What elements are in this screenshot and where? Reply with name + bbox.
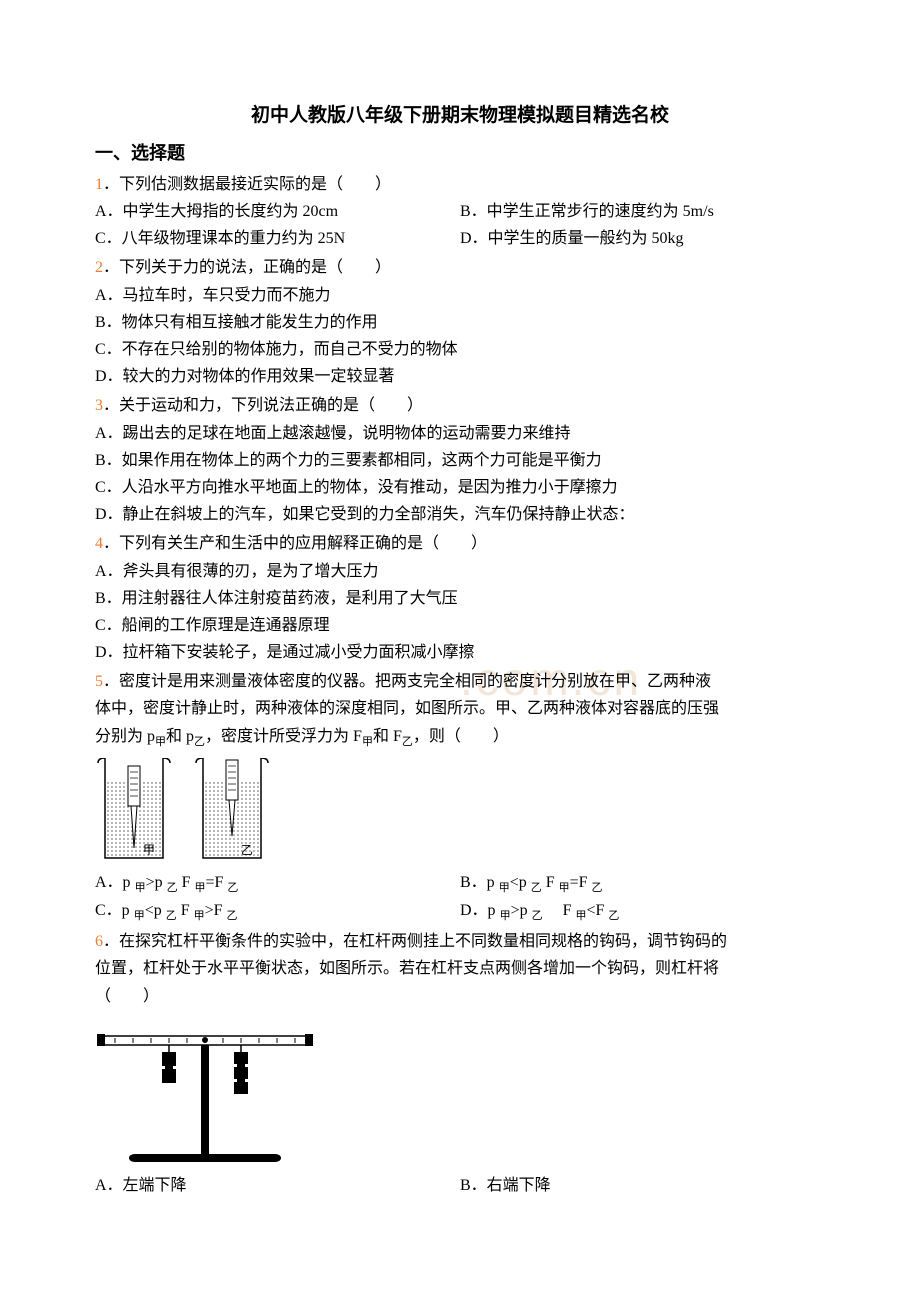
option-b: B．如果作用在物体上的两个力的三要素都相同，这两个力可能是平衡力 xyxy=(95,447,825,474)
question-stem: 6．在探究杠杆平衡条件的实验中，在杠杆两侧挂上不同数量相同规格的钩码，调节钩码的 xyxy=(95,928,825,955)
stem-text: 分别为 p甲和 p乙，密度计所受浮力为 F甲和 F乙，则（ ） xyxy=(95,723,825,752)
question-number: 4 xyxy=(95,535,103,552)
option-d: D．中学生的质量一般约为 50kg xyxy=(460,225,825,252)
question-number: 6 xyxy=(95,933,103,950)
question-number: 5 xyxy=(95,673,103,690)
question-stem: 2．下列关于力的说法，正确的是（ ） xyxy=(95,254,825,281)
question-3: 3．关于运动和力，下列说法正确的是（ ） A．踢出去的足球在地面上越滚越慢，说明… xyxy=(95,392,825,528)
option-b: B．物体只有相互接触才能发生力的作用 xyxy=(95,309,825,336)
lever-balance-icon xyxy=(95,1016,315,1166)
option-b: B．p 甲<p 乙 F 甲=F 乙 xyxy=(460,869,825,898)
option-c: C．人沿水平方向推水平地面上的物体，没有推动，是因为推力小于摩擦力 xyxy=(95,474,825,501)
stem-text: ．密度计是用来测量液体密度的仪器。把两支完全相同的密度计分别放在甲、乙两种液 xyxy=(103,673,711,690)
question-stem: 4．下列有关生产和生活中的应用解释正确的是（ ） xyxy=(95,530,825,557)
question-stem: 1．下列估测数据最接近实际的是（ ） xyxy=(95,171,825,198)
page-content: 初中人教版八年级下册期末物理模拟题目精选名校 一、选择题 1．下列估测数据最接近… xyxy=(95,100,825,1199)
beaker-jia-icon: 甲 xyxy=(95,758,173,863)
question-number: 3 xyxy=(95,397,103,414)
option-c: C．不存在只给别的物体施力，而自己不受力的物体 xyxy=(95,336,825,363)
label-jia: 甲 xyxy=(143,843,155,857)
question-1: 1．下列估测数据最接近实际的是（ ） A．中学生大拇指的长度约为 20cm B．… xyxy=(95,171,825,253)
stem-text: ．关于运动和力，下列说法正确的是（ ） xyxy=(103,397,423,414)
option-d: D．静止在斜坡上的汽车，如果它受到的力全部消失，汽车仍保持静止状态： xyxy=(95,501,825,528)
question-5: 5．密度计是用来测量液体密度的仪器。把两支完全相同的密度计分别放在甲、乙两种液 … xyxy=(95,668,825,926)
section-heading: 一、选择题 xyxy=(95,138,825,169)
option-d: D．p 甲>p 乙 F 甲<F 乙 xyxy=(460,897,825,926)
question-number: 1 xyxy=(95,176,103,193)
stem-text: ．下列有关生产和生活中的应用解释正确的是（ ） xyxy=(103,535,487,552)
stem-text: 体中，密度计静止时，两种液体的深度相同，如图所示。甲、乙两种液体对容器底的压强 xyxy=(95,695,825,722)
option-b: B．中学生正常步行的速度约为 5m/s xyxy=(460,198,825,225)
option-a: A．斧头具有很薄的刃，是为了增大压力 xyxy=(95,558,825,585)
option-a: A．p 甲>p 乙 F 甲=F 乙 xyxy=(95,869,460,898)
option-a: A．马拉车时，车只受力而不施力 xyxy=(95,282,825,309)
option-a: A．左端下降 xyxy=(95,1172,460,1199)
q6-figure xyxy=(95,1016,825,1166)
question-number: 2 xyxy=(95,259,103,276)
question-stem: 5．密度计是用来测量液体密度的仪器。把两支完全相同的密度计分别放在甲、乙两种液 xyxy=(95,668,825,695)
page-title: 初中人教版八年级下册期末物理模拟题目精选名校 xyxy=(95,100,825,132)
option-d: D．较大的力对物体的作用效果一定较显著 xyxy=(95,363,825,390)
option-a: A．踢出去的足球在地面上越滚越慢，说明物体的运动需要力来维持 xyxy=(95,420,825,447)
question-6: 6．在探究杠杆平衡条件的实验中，在杠杆两侧挂上不同数量相同规格的钩码，调节钩码的… xyxy=(95,928,825,1199)
question-stem: 3．关于运动和力，下列说法正确的是（ ） xyxy=(95,392,825,419)
stem-text: ．下列关于力的说法，正确的是（ ） xyxy=(103,259,391,276)
option-b: B．用注射器往人体注射疫苗药液，是利用了大气压 xyxy=(95,585,825,612)
stem-text: 位置，杠杆处于水平平衡状态，如图所示。若在杠杆支点两侧各增加一个钩码，则杠杆将 xyxy=(95,955,825,982)
option-c: C．八年级物理课本的重力约为 25N xyxy=(95,225,460,252)
stem-text: （ ） xyxy=(95,983,825,1010)
question-2: 2．下列关于力的说法，正确的是（ ） A．马拉车时，车只受力而不施力 B．物体只… xyxy=(95,254,825,390)
option-c: C．船闸的工作原理是连通器原理 xyxy=(95,612,825,639)
option-c: C．p 甲<p 乙 F 甲>F 乙 xyxy=(95,897,460,926)
q5-figure: 甲 乙 xyxy=(95,758,825,863)
question-4: 4．下列有关生产和生活中的应用解释正确的是（ ） A．斧头具有很薄的刃，是为了增… xyxy=(95,530,825,666)
beaker-yi-icon: 乙 xyxy=(193,758,271,863)
stem-text: ．在探究杠杆平衡条件的实验中，在杠杆两侧挂上不同数量相同规格的钩码，调节钩码的 xyxy=(103,933,727,950)
option-b: B．右端下降 xyxy=(460,1172,825,1199)
option-d: D．拉杆箱下安装轮子，是通过减小受力面积减小摩擦 xyxy=(95,639,825,666)
option-a: A．中学生大拇指的长度约为 20cm xyxy=(95,198,460,225)
stem-text: ．下列估测数据最接近实际的是（ ） xyxy=(103,176,391,193)
label-yi: 乙 xyxy=(241,843,253,857)
